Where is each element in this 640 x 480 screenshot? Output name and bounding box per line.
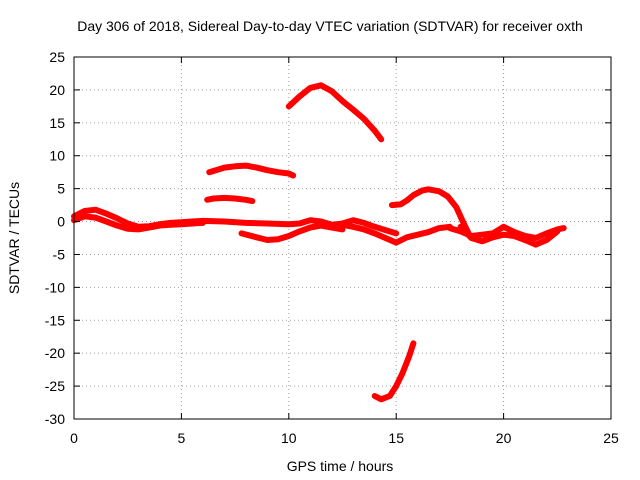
y-tick-label: -5: [53, 246, 66, 262]
x-tick-label: 25: [603, 430, 619, 446]
y-tick-label: 25: [49, 49, 65, 65]
y-tick-label: 20: [49, 82, 65, 98]
x-tick-label: 20: [496, 430, 512, 446]
x-tick-label: 0: [70, 430, 78, 446]
grid: [74, 57, 611, 419]
series-arc-3: [199, 217, 400, 237]
y-tick-label: 15: [49, 115, 65, 131]
y-tick-label: 10: [49, 148, 65, 164]
y-axis-label: SDTVAR / TECUs: [6, 182, 22, 294]
x-tick-label: 5: [178, 430, 186, 446]
series-arc-11: [457, 223, 561, 248]
y-tick-label: -10: [45, 279, 65, 295]
y-tick-label: -15: [45, 312, 65, 328]
chart-title: Day 306 of 2018, Sidereal Day-to-day VTE…: [77, 18, 583, 34]
y-tick-labels: -30 -25 -20 -15 -10 -5 0 5 10 15 20 25: [45, 49, 65, 427]
series-arc-2: [71, 213, 206, 233]
series-layer: [71, 82, 567, 403]
x-tick-label: 10: [281, 430, 297, 446]
x-axis-label: GPS time / hours: [287, 458, 394, 474]
y-tick-label: -20: [45, 345, 65, 361]
series-arc-5: [339, 221, 453, 246]
y-tick-label: 5: [57, 181, 65, 197]
series-arc-12: [371, 340, 417, 403]
series-arc-7: [204, 194, 256, 205]
y-tick-label: 0: [57, 214, 65, 230]
y-tick-label: -25: [45, 378, 65, 394]
plot-frame: [73, 56, 612, 420]
tick-marks: [73, 56, 612, 420]
series-arc-4: [238, 222, 346, 243]
x-tick-labels: 0 5 10 15 20 25: [70, 430, 619, 446]
y-tick-label: -30: [45, 411, 65, 427]
series-arc-9: [388, 186, 473, 238]
series-arc-6: [206, 162, 297, 179]
x-tick-label: 15: [388, 430, 404, 446]
series-arc-8: [285, 82, 385, 143]
